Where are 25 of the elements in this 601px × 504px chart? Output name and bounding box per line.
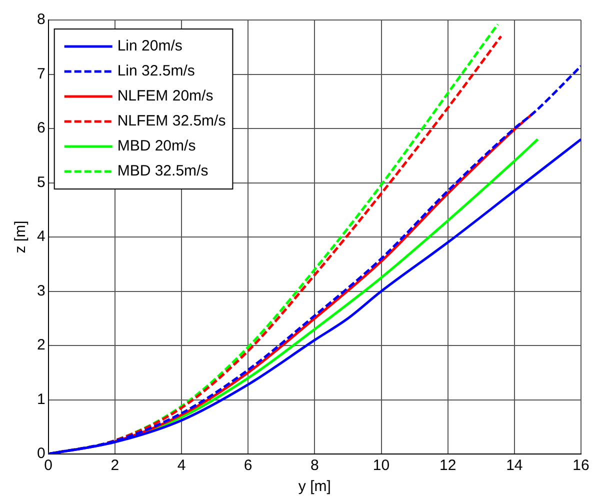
- legend-label: Lin 20m/s: [117, 38, 182, 55]
- y-tick-label: 5: [37, 174, 46, 191]
- x-tick-label: 6: [244, 457, 252, 474]
- x-tick-label: 2: [110, 457, 120, 474]
- y-tick-label: 3: [37, 282, 46, 300]
- x-tick-label: 4: [177, 457, 186, 474]
- y-tick-label: 4: [37, 228, 46, 246]
- legend-label: NLFEM 20m/s: [117, 88, 214, 105]
- y-tick-label: 2: [37, 336, 46, 354]
- legend-label: NLFEM 32.5m/s: [117, 112, 226, 130]
- y-tick-label: 1: [37, 390, 46, 408]
- y-tick-label: 7: [37, 65, 46, 82]
- y-axis-title: z [m]: [12, 220, 30, 254]
- y-tick-label: 6: [37, 120, 46, 137]
- x-tick-label: 8: [310, 457, 319, 474]
- x-tick-label: 10: [372, 457, 390, 474]
- y-tick-label: 8: [37, 11, 46, 28]
- legend-label: MBD 20m/s: [117, 138, 196, 155]
- x-axis-title: y [m]: [298, 478, 331, 496]
- x-tick-label: 14: [506, 457, 523, 474]
- x-tick-label: 12: [439, 457, 456, 474]
- legend-label: MBD 32.5m/s: [117, 162, 208, 180]
- legend-label: Lin 32.5m/s: [117, 62, 195, 80]
- y-tick-label: 0: [37, 445, 46, 462]
- x-tick-label: 16: [572, 457, 590, 474]
